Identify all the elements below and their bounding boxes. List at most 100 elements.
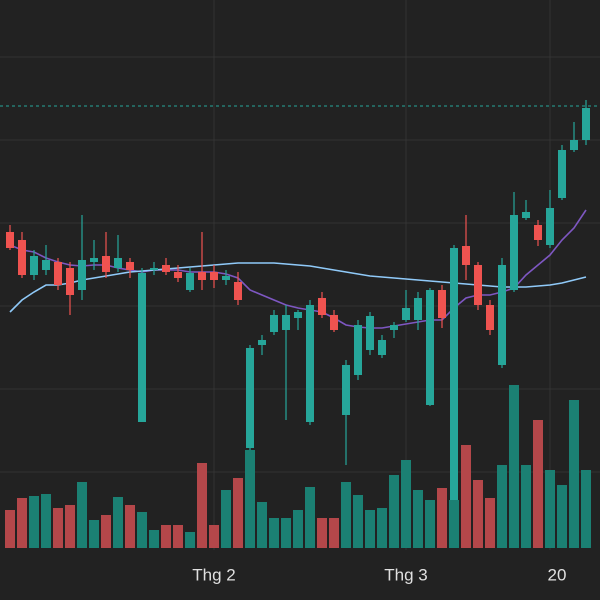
candle-body: [186, 273, 194, 290]
candle-body: [234, 282, 242, 300]
candle-body: [462, 246, 470, 265]
volume-bar: [29, 496, 39, 548]
candle-body: [366, 316, 374, 350]
candle-body: [546, 208, 554, 245]
volume-bar: [533, 420, 543, 548]
candle-body: [174, 272, 182, 278]
candle-body: [42, 260, 50, 270]
volume-bar: [137, 512, 147, 548]
volume-bar: [425, 500, 435, 548]
candle-body: [6, 232, 14, 248]
x-tick-label: 20: [548, 565, 567, 584]
candle-body: [90, 258, 98, 262]
candle-body: [102, 256, 110, 272]
volume-bar: [545, 470, 555, 548]
volume-bar: [113, 497, 123, 548]
volume-bar: [245, 450, 255, 548]
volume-bar: [557, 485, 567, 548]
candle-body: [486, 305, 494, 330]
volume-bar: [101, 515, 111, 548]
candle-body: [54, 262, 62, 285]
candle-body: [414, 298, 422, 320]
volume-bar: [17, 498, 27, 548]
x-tick-label: Thg 3: [384, 565, 427, 584]
candle-body: [30, 256, 38, 275]
volume-bar: [77, 482, 87, 548]
candle-body: [138, 273, 146, 422]
volume-bar: [581, 470, 591, 548]
volume-bar: [509, 385, 519, 548]
candle-body: [498, 265, 506, 365]
candle-body: [378, 340, 386, 355]
candle-body: [330, 315, 338, 330]
volume-bar: [521, 465, 531, 548]
volume-bar: [5, 510, 15, 548]
candle-body: [162, 265, 170, 272]
candle-body: [306, 305, 314, 422]
volume-bar: [185, 532, 195, 548]
volume-bar: [257, 502, 267, 548]
candle-body: [78, 260, 86, 290]
candle-body: [18, 240, 26, 275]
volume-bar: [497, 465, 507, 548]
volume-bar: [281, 518, 291, 548]
volume-bar: [65, 505, 75, 548]
candle-body: [126, 262, 134, 270]
volume-bar: [53, 508, 63, 548]
volume-bar: [437, 488, 447, 548]
volume-bar: [221, 490, 231, 548]
volume-bar: [353, 495, 363, 548]
candle-body: [426, 290, 434, 405]
candle-body: [318, 298, 326, 315]
candle-body: [270, 315, 278, 332]
candle-body: [510, 215, 518, 290]
volume-bar: [377, 508, 387, 548]
candle-body: [522, 212, 530, 218]
candle-body: [438, 290, 446, 318]
volume-bar: [125, 505, 135, 548]
volume-bar: [293, 510, 303, 548]
volume-bar: [389, 475, 399, 548]
volume-bar: [149, 530, 159, 548]
volume-bar: [329, 518, 339, 548]
x-tick-label: Thg 2: [192, 565, 235, 584]
candle-body: [294, 312, 302, 318]
volume-bar: [269, 518, 279, 548]
volume-bar: [449, 500, 459, 548]
volume-bar: [401, 460, 411, 548]
candle-body: [198, 272, 206, 280]
candle-body: [246, 348, 254, 448]
volume-bar: [305, 487, 315, 548]
candle-body: [114, 258, 122, 268]
candle-body: [390, 325, 398, 330]
volume-bar: [413, 490, 423, 548]
volume-bar: [89, 520, 99, 548]
candle-body: [66, 268, 74, 295]
volume-bar: [209, 525, 219, 548]
candle-body: [282, 315, 290, 330]
volume-bar: [173, 525, 183, 548]
volume-bar: [485, 498, 495, 548]
candle-body: [582, 108, 590, 140]
candle-body: [354, 325, 362, 375]
candle-body: [474, 265, 482, 305]
volume-bar: [197, 463, 207, 548]
candle-body: [450, 248, 458, 500]
candle-body: [558, 150, 566, 198]
volume-bar: [233, 478, 243, 548]
volume-bar: [461, 445, 471, 548]
volume-bar: [317, 518, 327, 548]
candle-body: [150, 268, 158, 270]
candle-body: [222, 276, 230, 280]
volume-bar: [341, 482, 351, 548]
volume-bar: [161, 525, 171, 548]
candle-body: [534, 225, 542, 240]
candle-body: [402, 308, 410, 320]
volume-bar: [473, 480, 483, 548]
volume-bar: [41, 494, 51, 548]
candle-body: [570, 140, 578, 150]
volume-bar: [365, 510, 375, 548]
candle-body: [210, 272, 218, 280]
